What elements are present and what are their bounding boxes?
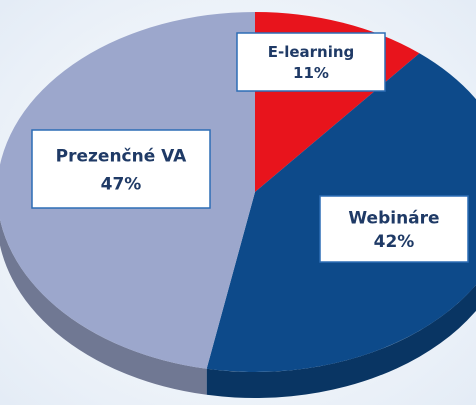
- slice-side: [0, 219, 207, 395]
- label-box: [31, 129, 211, 209]
- slice-side: [206, 284, 476, 398]
- value-label: 11%: [293, 64, 329, 82]
- category-label: Prezenčné VA: [56, 147, 188, 167]
- slice-label: Webináre 42%: [319, 195, 469, 263]
- value-label: 47%: [101, 175, 142, 195]
- value-label: 42%: [374, 232, 415, 252]
- slice-label: Prezenčné VA 47%: [31, 129, 211, 209]
- slice-label: E-learning 11%: [236, 32, 386, 92]
- category-label: Webináre: [348, 208, 439, 228]
- label-box: [319, 195, 469, 263]
- label-box: [236, 32, 386, 92]
- category-label: E-learning: [268, 43, 355, 61]
